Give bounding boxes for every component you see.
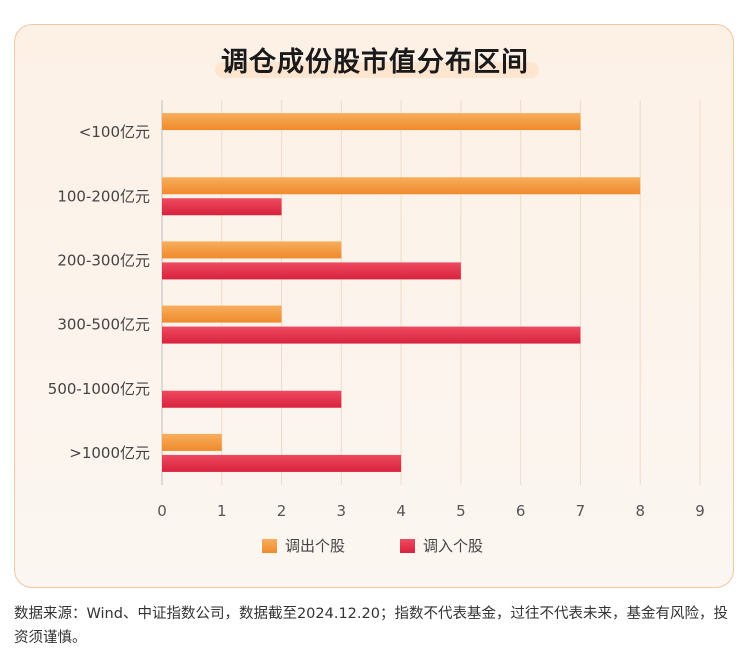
legend-label-0: 调出个股 [285,537,345,555]
y-category-label: 500-1000亿元 [48,380,150,398]
x-tick-label: 0 [157,502,167,520]
bar-out [162,433,222,451]
legend-label-1: 调入个股 [423,537,483,555]
title-container: 调仓成份股市值分布区间 [0,40,750,79]
bar-in [162,454,402,472]
x-tick-label: 4 [396,502,406,520]
bar-in [162,262,461,280]
y-category-label: >1000亿元 [69,444,150,462]
bar-out [162,113,581,131]
x-tick-label: 9 [695,502,705,520]
chart-title: 调仓成份股市值分布区间 [221,47,529,78]
bar-out [162,241,342,259]
title-highlight [215,62,539,78]
x-tick-label: 7 [576,502,586,520]
y-category-label: 200-300亿元 [57,251,150,269]
x-tick-label: 2 [277,502,287,520]
x-tick-label: 5 [456,502,466,520]
legend-swatch-0 [262,539,277,553]
y-category-label: 300-500亿元 [57,316,150,334]
footer-note: 数据来源：Wind、中证指数公司，数据截至2024.12.20；指数不代表基金，… [14,606,728,646]
y-category-label: 100-200亿元 [57,187,150,205]
bar-in [162,326,581,344]
x-tick-label: 6 [516,502,526,520]
bar-chart: 0 1 2 3 4 5 6 7 8 9 <100亿元 100-200亿元 200-300亿元 300-50… [48,100,705,555]
legend-swatch-1 [400,539,415,553]
bar-out [162,177,641,195]
x-tick-label: 1 [217,502,227,520]
x-tick-label: 8 [635,502,645,520]
bar-out [162,305,282,323]
y-category-label: <100亿元 [79,123,150,141]
bar-in [162,390,342,408]
x-tick-label: 3 [337,502,347,520]
bar-in [162,198,282,216]
